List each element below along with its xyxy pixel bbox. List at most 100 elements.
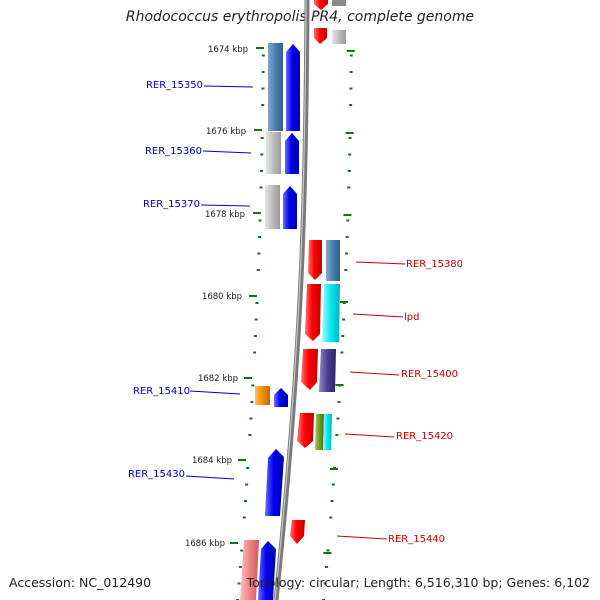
gene-block-steelblue: [326, 240, 340, 281]
gene-arrow-blue: [285, 133, 299, 174]
tick-dot: [339, 301, 348, 303]
gene-label[interactable]: RER_15410: [133, 386, 190, 397]
tick-dot: [245, 483, 249, 486]
genome-backbone: [273, 0, 310, 600]
tick-dot: [253, 335, 257, 337]
tick-dot: [342, 318, 346, 321]
kbp-tick-label: 1686 kbp: [185, 539, 225, 549]
left-gene-labels: RER_15350 RER_15360 RER_15370 RER_15410 …: [128, 80, 203, 480]
gene-label[interactable]: lpd: [404, 312, 419, 323]
gene-arrow-red: [305, 284, 321, 341]
tick-dot: [335, 434, 339, 436]
tick-dot: [255, 302, 259, 304]
tick-dot: [259, 186, 263, 189]
tick-dot: [258, 219, 262, 222]
kbp-tick-label: 1682 kbp: [198, 374, 238, 384]
tick-dot: [329, 468, 338, 470]
tick-dot: [243, 500, 247, 502]
tick-dot: [347, 186, 351, 189]
tick-dot: [349, 87, 353, 90]
top-partial-genes: [314, 0, 346, 44]
tick-dot: [256, 269, 260, 271]
tick-dot: [238, 566, 242, 568]
genome-backbone-highlight: [274, 0, 307, 600]
right-tick-marks: [322, 50, 355, 600]
tick-dot: [348, 137, 352, 139]
kbp-label-ticks: [230, 47, 264, 544]
gene-block-pink: [240, 540, 259, 600]
tick-dot: [349, 71, 353, 73]
tick-dot: [345, 252, 349, 255]
gene-block-orange: [255, 386, 270, 405]
tick-dot: [260, 153, 264, 156]
gene-label[interactable]: RER_15430: [128, 469, 185, 480]
tick-dot: [346, 50, 355, 52]
tick-dot: [329, 516, 333, 519]
right-leader-lines: [336, 261, 406, 540]
tick-dot: [337, 401, 341, 403]
left-strand-genes: [240, 43, 300, 600]
gene-block-purple: [319, 349, 336, 392]
gene-arrow-blue: [258, 541, 276, 600]
gene-arrow-blue: [274, 388, 288, 407]
tick-dot: [249, 417, 253, 420]
tick-dot: [257, 252, 261, 255]
tick-dot: [326, 549, 330, 552]
tick-dot: [347, 170, 351, 172]
gene-label[interactable]: RER_15400: [401, 369, 458, 380]
topology-text: Topology: circular; Length: 6,516,310 bp…: [246, 575, 590, 590]
tick-dot: [240, 549, 244, 552]
gene-arrow-red: [290, 520, 305, 544]
kbp-tick-label: 1678 kbp: [205, 210, 245, 220]
tick-dot: [346, 219, 350, 222]
tick-dot: [259, 170, 263, 172]
kbp-tick-label: 1680 kbp: [202, 292, 242, 302]
tick-dot: [344, 269, 348, 271]
tick-dot: [253, 351, 257, 354]
tick-dot: [246, 467, 250, 469]
tick-dot: [254, 318, 258, 321]
tick-dot: [261, 54, 265, 57]
tick-dot: [349, 104, 353, 106]
gene-arrow-blue: [283, 186, 297, 229]
right-strand-genes: [290, 240, 340, 544]
gene-label[interactable]: RER_15420: [396, 431, 453, 442]
tick-dot: [248, 434, 252, 436]
gene-arrow-blue: [265, 449, 284, 516]
accession-text: Accession: NC_012490: [9, 575, 152, 590]
tick-dot: [261, 87, 265, 90]
gene-block-cyan: [322, 284, 340, 342]
gene-block-grey: [265, 185, 280, 229]
kbp-labels: 1674 kbp 1676 kbp 1678 kbp 1680 kbp 1682…: [185, 45, 248, 549]
gene-label[interactable]: RER_15370: [143, 199, 200, 210]
tick-dot: [335, 384, 344, 386]
tick-dot: [261, 71, 265, 73]
kbp-tick-label: 1684 kbp: [192, 456, 232, 466]
tick-dot: [323, 582, 327, 585]
gene-label[interactable]: RER_15360: [145, 146, 202, 157]
tick-dot: [343, 214, 352, 216]
left-leader-lines: [185, 85, 254, 480]
gene-block-cyan: [323, 414, 332, 450]
gene-label[interactable]: RER_15440: [388, 534, 445, 545]
gene-arrow-red: [297, 413, 314, 448]
tick-dot: [323, 552, 332, 554]
tick-dot: [340, 351, 344, 354]
tick-dot: [257, 236, 261, 238]
gene-label[interactable]: RER_15350: [146, 80, 203, 91]
gene-block-grey: [266, 132, 281, 174]
tick-dot: [349, 54, 353, 57]
gene-block-olive: [315, 414, 324, 450]
tick-dot: [325, 566, 329, 568]
gene-arrow-blue: [286, 44, 300, 131]
tick-dot: [330, 500, 334, 502]
tick-dot: [261, 104, 265, 106]
tick-dot: [336, 417, 340, 420]
gene-label[interactable]: RER_15380: [406, 259, 463, 270]
tick-dot: [251, 384, 255, 387]
kbp-tick-label: 1674 kbp: [208, 45, 248, 55]
right-gene-labels: RER_15380 lpd RER_15400 RER_15420 RER_15…: [388, 259, 463, 545]
tick-dot: [345, 132, 354, 134]
tick-dot: [345, 236, 349, 238]
